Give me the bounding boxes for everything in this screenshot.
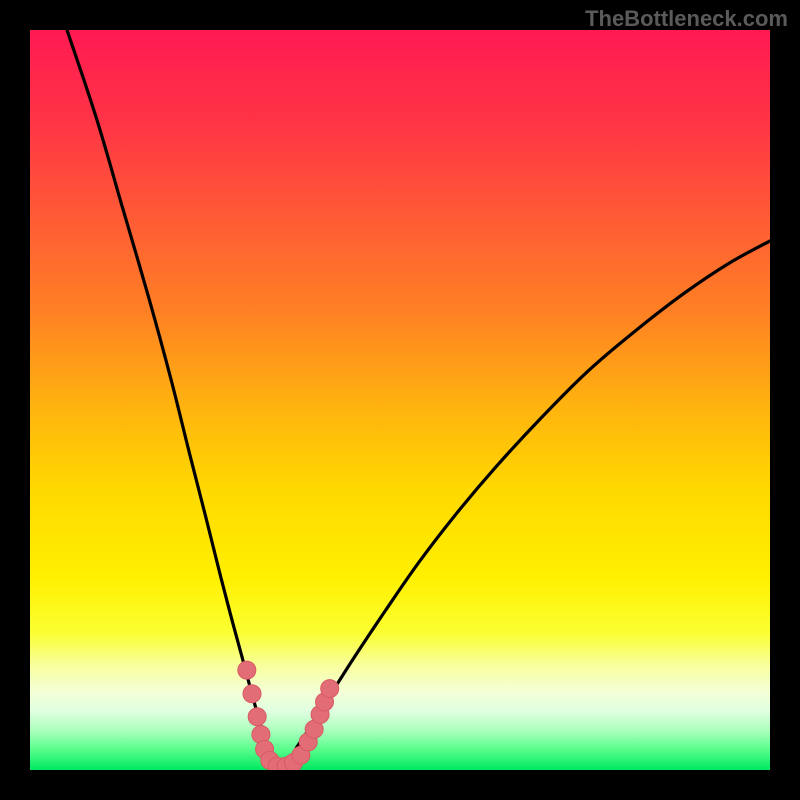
chart-frame: TheBottleneck.com (0, 0, 800, 800)
plot-area (30, 30, 770, 770)
marker-point (243, 685, 261, 703)
marker-point (238, 661, 256, 679)
marker-point (248, 708, 266, 726)
curve-right-branch (296, 241, 770, 748)
marker-point (321, 680, 339, 698)
curve-left-branch (67, 30, 267, 748)
chart-curves (30, 30, 770, 770)
watermark-text: TheBottleneck.com (585, 6, 788, 32)
